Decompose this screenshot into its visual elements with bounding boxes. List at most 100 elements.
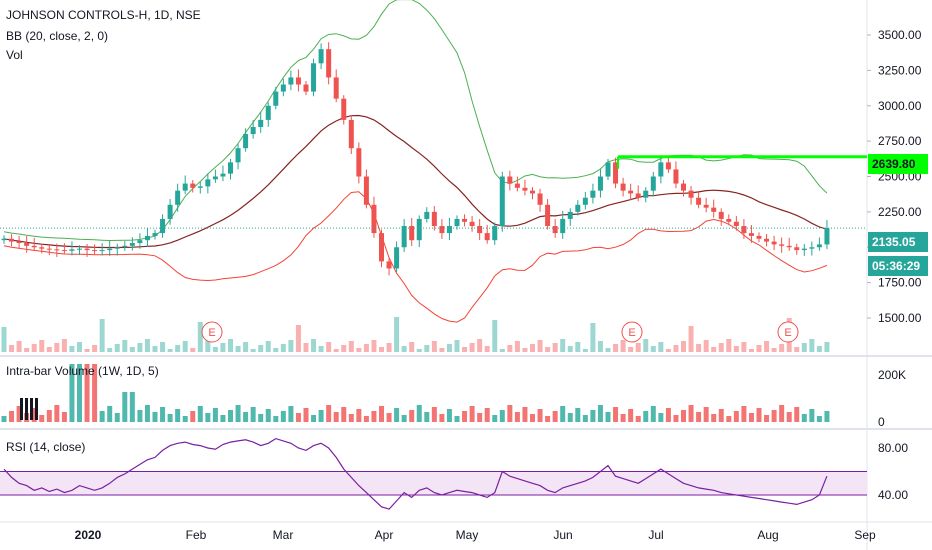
volume-bar (311, 339, 317, 352)
candle-body (333, 77, 339, 99)
intrabar-volume-bar (560, 406, 566, 422)
intrabar-volume-bar (816, 416, 822, 422)
volume-bar (733, 346, 739, 352)
candle-body (363, 176, 369, 205)
candle-body (250, 126, 256, 135)
candle-body (114, 247, 120, 249)
volume-bar (454, 340, 460, 352)
candle-body (545, 204, 551, 227)
intrabar-legend[interactable]: Intra-bar Volume (1W, 1D, 5) (6, 364, 159, 379)
candle-body (530, 190, 535, 194)
volume-bar (469, 343, 475, 352)
rsi-indicator-label[interactable]: RSI (14, close) (6, 440, 86, 454)
volume-bar (643, 339, 649, 352)
volume-bar (658, 342, 664, 352)
volume-bar (84, 349, 90, 352)
candle-body (801, 248, 807, 251)
candle-body (69, 249, 75, 251)
candle-body (439, 226, 445, 234)
candle-body (409, 226, 415, 241)
volume-bar (499, 349, 505, 352)
volume-bar (794, 347, 800, 352)
candle-body (24, 243, 30, 246)
rsi-band-fill (0, 471, 867, 495)
volume-bar (779, 344, 785, 352)
candle-body (688, 190, 694, 198)
intrabar-volume-bar (688, 405, 694, 422)
intrabar-volume-bar (137, 410, 143, 422)
volume-bar (371, 340, 377, 352)
volume-bar (9, 345, 15, 352)
volume-bar (424, 345, 430, 352)
intrabar-volume-bar (31, 408, 37, 422)
volume-bar (477, 339, 483, 352)
candle-body (348, 119, 354, 149)
intrabar-volume-marker (25, 398, 28, 420)
candle-body (824, 228, 830, 245)
candle-body (560, 218, 566, 234)
last-price-tag: 2135.05 (868, 232, 928, 252)
candle-body (243, 134, 249, 149)
intrabar-volume-bar (567, 413, 573, 422)
intrabar-volume-bar (175, 409, 181, 422)
volume-bar (152, 346, 158, 352)
candle-body (462, 218, 468, 222)
intrabar-volume-bar (280, 411, 286, 422)
volume-bar (545, 347, 551, 352)
candle-body (779, 244, 785, 246)
volume-bar (620, 340, 626, 352)
candle-body (99, 250, 105, 252)
intrabar-volume-bar (718, 409, 724, 422)
volume-bar (333, 349, 339, 352)
bb-indicator-label[interactable]: BB (20, close, 2, 0) (6, 29, 109, 43)
candle-body (628, 190, 634, 194)
vol-indicator-label[interactable]: Vol (6, 48, 23, 62)
bb-legend[interactable]: BB (20, close, 2, 0) (6, 29, 108, 44)
candle-body (567, 211, 573, 219)
intrabar-volume-bar (69, 364, 75, 422)
volume-bar (54, 343, 60, 352)
rsi-legend[interactable]: RSI (14, close) (6, 440, 85, 455)
intrabar-volume-bar (545, 416, 551, 422)
intrabar-volume-bar (696, 412, 702, 422)
candle-body (167, 204, 173, 219)
vol-legend[interactable]: Vol (6, 48, 23, 63)
earnings-marker-circle (777, 321, 799, 343)
intrabar-volume-bar (530, 414, 535, 422)
symbol-legend[interactable]: JOHNSON CONTROLS-H, 1D, NSE (6, 8, 201, 23)
candle-body (258, 119, 264, 127)
candle-body (122, 245, 128, 248)
volume-bar (809, 339, 815, 352)
intrabar-volume-bar (265, 409, 271, 422)
intrabar-volume-bar (726, 416, 732, 422)
volume-bar (530, 344, 535, 352)
volume-bar (696, 344, 702, 352)
volume-bar (446, 344, 452, 352)
candle-body (318, 49, 324, 64)
volume-bar (16, 341, 22, 352)
earnings-marker: E (621, 321, 643, 343)
volume-bar (484, 346, 490, 352)
intrabar-indicator-label[interactable]: Intra-bar Volume (1W, 1D, 5) (6, 364, 159, 378)
volume-bar (560, 339, 566, 352)
volume-tick-label: 200K (878, 368, 906, 382)
intrabar-volume-bar (61, 412, 67, 422)
candle-body (273, 91, 279, 106)
earnings-marker-label: E (784, 327, 791, 339)
volume-bar (265, 341, 271, 352)
volume-bar (748, 349, 754, 352)
intrabar-volume-bar (250, 407, 256, 422)
intrabar-volume-bar (386, 413, 392, 422)
symbol-title[interactable]: JOHNSON CONTROLS-H, 1D, NSE (6, 8, 201, 22)
volume-bar (273, 348, 279, 352)
candle-body (658, 162, 664, 177)
intrabar-volume-bar (129, 392, 135, 422)
rsi-tick-label: 80.00 (878, 441, 908, 455)
time-axis-label: Apr (375, 528, 394, 542)
intrabar-volume-bar (107, 406, 113, 422)
intrabar-volume-bar (643, 411, 649, 422)
volume-bar (741, 342, 747, 352)
volume-bar (243, 342, 249, 352)
